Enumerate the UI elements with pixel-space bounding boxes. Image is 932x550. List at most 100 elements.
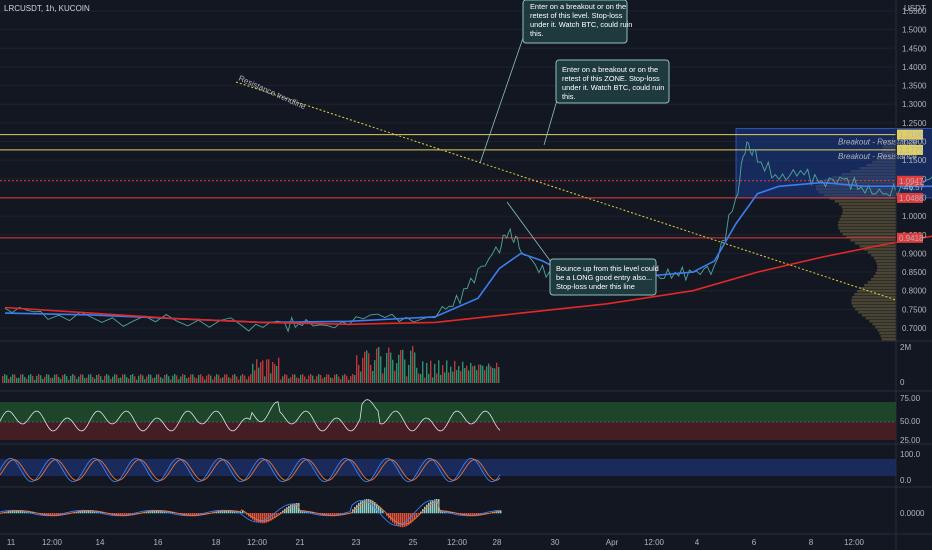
- volume-bar: [272, 361, 274, 383]
- time-tick: Apr: [606, 538, 619, 547]
- macd-bar: [472, 513, 474, 517]
- macd-bar: [18, 510, 20, 514]
- volume-bar: [320, 375, 322, 383]
- macd-bar: [466, 513, 468, 516]
- macd-bar: [246, 513, 248, 515]
- volume-bar: [486, 366, 488, 383]
- macd-bar: [88, 510, 90, 514]
- price-tick: 1.2000: [902, 138, 927, 147]
- volume-bar: [140, 374, 142, 383]
- macd-bar: [16, 510, 18, 514]
- macd-bar: [80, 510, 82, 514]
- volume-bar: [186, 378, 188, 383]
- volume-bar: [390, 352, 392, 383]
- volume-bar: [92, 377, 94, 383]
- macd-bar: [420, 511, 422, 514]
- price-tick: 1.3500: [902, 82, 927, 91]
- volume-profile-bar: [837, 224, 896, 227]
- volume-bar: [252, 363, 254, 383]
- volume-bar: [456, 370, 458, 383]
- macd-bar: [450, 511, 452, 514]
- macd-bar: [170, 511, 172, 514]
- volume-bar: [402, 349, 404, 383]
- volume-bar: [392, 359, 394, 383]
- macd-bar: [218, 510, 220, 514]
- macd-bar: [400, 513, 402, 528]
- macd-bar: [404, 513, 406, 527]
- volume-bar: [6, 375, 8, 383]
- volume-bar: [192, 374, 194, 383]
- volume-bar: [222, 377, 224, 383]
- volume-bar: [162, 378, 164, 383]
- macd-bar: [32, 512, 34, 514]
- macd-bar: [240, 511, 242, 514]
- volume-bar: [366, 350, 368, 383]
- volume-bar: [48, 374, 50, 383]
- volume-bar: [470, 362, 472, 383]
- time-tick: 12:00: [247, 538, 268, 547]
- annotation-line: Enter on a breakout or on the: [562, 65, 658, 74]
- volume-bar: [182, 374, 184, 383]
- annotation-breakout-level[interactable]: Enter on a breakout or on the retest of …: [479, 0, 632, 164]
- macd-bar: [312, 512, 314, 514]
- volume-profile-bar: [861, 314, 896, 317]
- macd-bar: [276, 513, 278, 517]
- volume-bar: [128, 378, 130, 383]
- rsi-oversold-band: [0, 422, 896, 440]
- macd-bar: [394, 513, 396, 525]
- volume-bar: [342, 375, 344, 383]
- macd-bar: [448, 511, 450, 514]
- time-tick: 18: [212, 538, 221, 547]
- volume-profile-bar: [876, 269, 896, 272]
- price-tick: 1.1500: [902, 156, 927, 165]
- volume-bar: [430, 360, 432, 383]
- volume-bar: [282, 376, 284, 383]
- volume-bar: [106, 374, 108, 383]
- time-tick: 12:00: [447, 538, 468, 547]
- macd-bar: [410, 513, 412, 524]
- volume-profile-bar: [873, 275, 896, 278]
- volume-bar: [196, 378, 198, 383]
- macd-bar: [244, 512, 246, 514]
- macd-bar: [288, 505, 290, 514]
- time-tick: 25: [409, 538, 418, 547]
- level-tag: [897, 232, 923, 243]
- volume-profile-bar: [873, 257, 896, 260]
- level-tag-label: 1.2186: [899, 131, 924, 140]
- price-tick: 1.2500: [902, 119, 927, 128]
- volume-bar: [190, 374, 192, 383]
- volume-bar: [400, 350, 402, 383]
- time-tick: 14: [96, 538, 105, 547]
- volume-bar: [218, 374, 220, 383]
- volume-bar: [94, 378, 96, 383]
- volume-bar: [270, 373, 272, 383]
- volume-bar: [4, 374, 6, 383]
- macd-bar: [280, 512, 282, 514]
- macd-bar: [102, 512, 104, 514]
- annotation-bounce-level[interactable]: Bounce up from this level could be a LON…: [506, 201, 659, 296]
- macd-bar: [78, 510, 80, 514]
- volume-bar: [328, 374, 330, 383]
- volume-profile-bar: [881, 338, 896, 341]
- macd-bar: [430, 501, 432, 514]
- macd-bar: [160, 510, 162, 514]
- volume-bar: [138, 375, 140, 383]
- macd-bar: [360, 501, 362, 514]
- volume-bar: [308, 375, 310, 383]
- volume-bar: [254, 370, 256, 383]
- volume-profile-bar: [877, 329, 896, 332]
- volume-bar: [72, 374, 74, 383]
- volume-bar: [246, 379, 248, 383]
- macd-bar: [470, 513, 472, 517]
- time-tick: 21: [296, 538, 305, 547]
- time-axis[interactable]: 11 12:00 14 16 18 12:00 21 23 25 12:00 28 30 Apr 12:0…: [7, 538, 865, 547]
- volume-bar: [464, 368, 466, 383]
- macd-bar: [52, 513, 54, 517]
- price-tick: 1.0000: [902, 212, 927, 221]
- level-text: Breakout - Resistance: [838, 138, 917, 147]
- annotation-breakout-zone[interactable]: Enter on a breakout or on the retest of …: [543, 59, 670, 146]
- volume-bar: [118, 378, 120, 383]
- price-tick: 0.7500: [902, 305, 927, 314]
- volume-bar: [172, 375, 174, 383]
